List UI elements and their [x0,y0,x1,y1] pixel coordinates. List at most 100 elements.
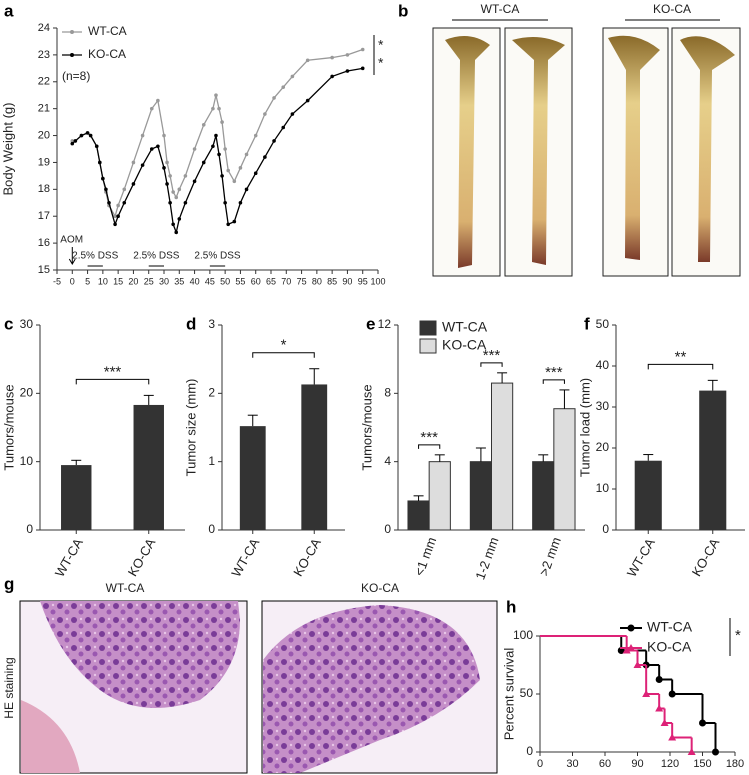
point [156,98,160,103]
point [140,133,145,138]
point [232,219,237,224]
point [192,179,197,184]
point [70,139,75,143]
photo-panel-g: g WT-CA KO-CA HE staining [2,574,498,774]
legend-label: WT-CA [442,319,488,335]
point [140,163,145,167]
point [116,203,120,208]
x-tick-label: 15 [113,276,123,286]
point [345,53,350,57]
point [290,112,295,116]
y-tick-label: 40 [596,358,610,372]
point [156,144,160,149]
x-tick-label: 80 [312,276,322,286]
panel-label: d [186,314,196,333]
point [360,66,365,71]
point [122,187,127,192]
point [360,47,365,52]
significance: * [281,337,287,354]
x-tick-label: 75 [297,276,307,286]
point [238,200,243,205]
treatment-label: 2.5% DSS [133,251,179,262]
x-tick-label: 150 [693,758,711,770]
significance-bracket [75,378,150,385]
bar [491,382,514,531]
point [217,152,221,157]
series-line [71,67,363,235]
y-axis-label: Tumors/mouse [359,384,374,470]
point [171,222,175,227]
x-tick-label: KO-CA [290,535,324,578]
legend-label: KO-CA [647,639,692,655]
y-tick-label: 3 [208,317,215,331]
x-tick-label: 55 [235,276,245,286]
x-tick-label: KO-CA [689,535,723,578]
treatment-label: 2.5% DSS [72,251,118,262]
point [330,74,334,79]
x-tick-label: 85 [327,276,337,286]
bar [532,461,555,531]
legend-label: KO-CA [88,47,126,61]
point [183,200,188,205]
x-tick-label: 30 [566,758,578,770]
y-tick-label: 21 [38,103,50,115]
point [122,200,127,205]
note: (n=8) [62,69,90,83]
marker [712,748,719,756]
treatment-label: 2.5% DSS [194,251,240,262]
legend-marker [627,624,635,632]
y-tick-label: 12 [378,317,392,331]
point [220,174,224,178]
x-tick-label: WT-CA [228,535,262,579]
point [223,147,227,151]
tissue [512,36,565,266]
significance-bracket [418,444,441,449]
y-tick-label: 23 [38,49,50,61]
x-tick-label: 180 [726,758,744,770]
image-label: WT-CA [106,581,145,595]
y-tick-label: 50 [520,686,534,700]
x-tick-label: -5 [53,276,61,286]
point [330,55,334,60]
point [131,182,136,186]
point [177,187,182,192]
x-tick-label: <1 mm [411,535,439,578]
panel-label: e [366,314,375,333]
point [244,187,249,192]
y-axis-label: Percent survival [501,648,516,741]
point [177,217,182,221]
point [290,74,295,79]
y-tick-label: 17 [38,210,50,222]
point [113,222,117,227]
point [272,96,276,100]
point [98,160,102,165]
point [192,147,197,151]
point [281,85,286,89]
significance: * [378,55,384,71]
y-tick-label: 0 [602,522,609,536]
y-tick-label: 4 [384,454,391,468]
x-tick-label: 90 [342,276,352,286]
point [131,160,136,165]
x-tick-label: 0 [537,758,543,770]
x-tick-label: 30 [159,276,169,286]
y-axis-label: Tumor size (mm) [183,379,198,477]
point [217,106,221,111]
legend-swatch [419,320,437,336]
y-tick-label: 8 [384,386,391,400]
image-label: KO-CA [361,581,399,595]
panel-label: g [4,574,14,593]
significance: * [378,37,384,53]
x-tick-label: 95 [358,276,368,286]
significance: * [735,627,741,644]
legend-marker [70,30,74,34]
photo-panel-b: b WT-CA KO-CA [398,1,741,277]
point [244,152,249,157]
y-tick-label: 50 [596,317,610,331]
y-tick-label: 100 [513,628,533,642]
point [174,230,179,235]
point [149,106,154,111]
point [104,187,108,192]
y-tick-label: 20 [38,129,50,141]
point [168,174,172,178]
